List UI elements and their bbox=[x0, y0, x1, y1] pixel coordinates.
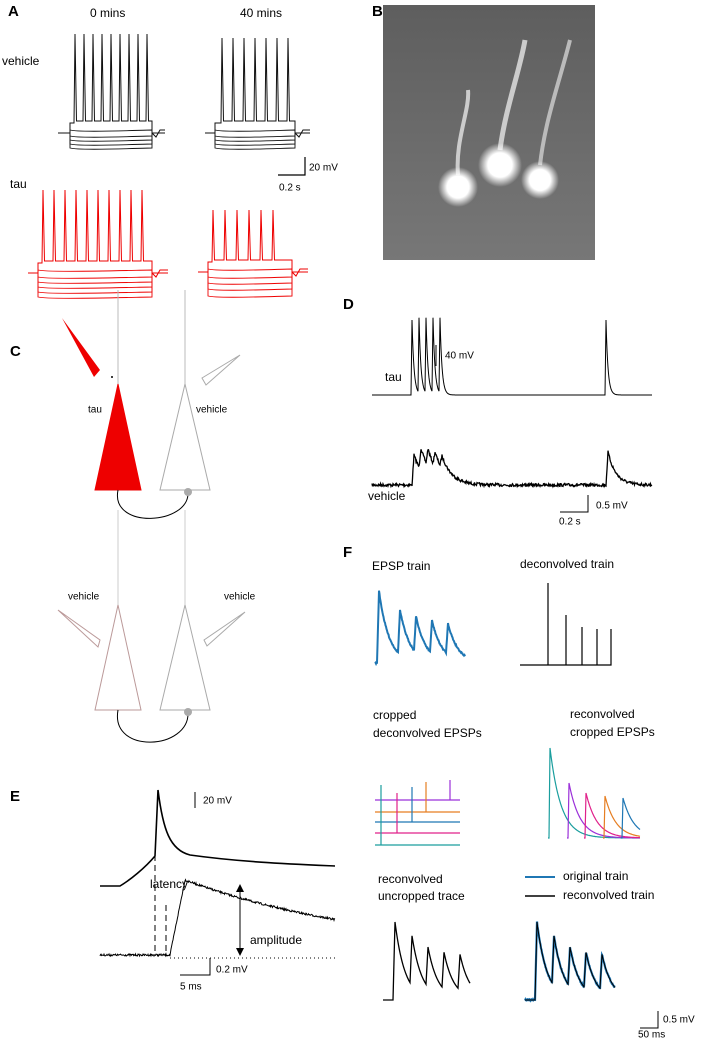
trace bbox=[58, 132, 165, 146]
trace bbox=[375, 793, 460, 834]
trace bbox=[205, 132, 310, 150]
scale-label: 40 mV bbox=[445, 351, 474, 362]
trace bbox=[375, 785, 460, 846]
time-label: 40 mins bbox=[240, 6, 282, 20]
cell-label: tau bbox=[88, 405, 102, 416]
scale-label: 0.2 s bbox=[279, 183, 301, 194]
traces bbox=[99, 789, 336, 958]
row-label: vehicle bbox=[2, 54, 40, 68]
legend-label: reconvolved train bbox=[563, 888, 654, 902]
subpanel-title: deconvolved EPSPs bbox=[373, 726, 482, 740]
trace bbox=[28, 189, 168, 278]
scale-label: 5 ms bbox=[180, 982, 202, 993]
scale-bar bbox=[560, 495, 589, 513]
subpanel-title: reconvolved bbox=[378, 872, 443, 886]
traces bbox=[28, 33, 310, 299]
trace bbox=[375, 780, 460, 801]
annotation: latency bbox=[150, 877, 188, 891]
traces bbox=[374, 583, 641, 1003]
trace bbox=[520, 583, 612, 666]
scale-label: 20 mV bbox=[203, 796, 232, 807]
trace bbox=[371, 448, 653, 489]
trace bbox=[205, 129, 310, 134]
trace bbox=[548, 747, 640, 839]
subpanel-title: reconvolved bbox=[570, 707, 635, 721]
scale-label: 0.5 mV bbox=[663, 1015, 695, 1026]
trace bbox=[58, 132, 165, 150]
panel-label: D bbox=[343, 296, 354, 313]
subpanel-title: cropped EPSPs bbox=[570, 725, 655, 739]
trace bbox=[58, 33, 165, 138]
subpanel-title: EPSP train bbox=[372, 559, 430, 573]
trace bbox=[525, 921, 616, 1001]
trace bbox=[28, 269, 168, 274]
trace bbox=[205, 132, 310, 138]
trace bbox=[28, 272, 168, 289]
row-label: tau bbox=[10, 177, 27, 191]
trace bbox=[58, 129, 165, 134]
scale-bar bbox=[278, 157, 306, 176]
subpanel-title: cropped bbox=[373, 708, 416, 722]
trace bbox=[28, 272, 168, 279]
trace bbox=[374, 590, 466, 667]
subpanel-title: uncropped trace bbox=[378, 889, 465, 903]
trace bbox=[567, 782, 640, 839]
row-label: tau bbox=[385, 370, 402, 384]
panel-label: B bbox=[372, 3, 383, 20]
trace bbox=[99, 878, 336, 958]
scale-label: 0.2 mV bbox=[216, 965, 248, 976]
trace bbox=[198, 271, 308, 291]
trace bbox=[198, 271, 308, 298]
trace bbox=[621, 797, 641, 839]
trace bbox=[198, 271, 308, 279]
cell-label: vehicle bbox=[224, 592, 256, 603]
trace bbox=[58, 132, 165, 138]
trace bbox=[375, 782, 460, 813]
cell-label: vehicle bbox=[196, 405, 228, 416]
scale-bar bbox=[640, 1011, 659, 1029]
scale-label: 50 ms bbox=[638, 1030, 665, 1040]
trace bbox=[198, 209, 308, 277]
annotation: amplitude bbox=[250, 933, 302, 947]
trace bbox=[205, 132, 310, 146]
trace bbox=[383, 921, 471, 1001]
panel-label: E bbox=[10, 788, 20, 805]
scale-label: 20 mV bbox=[309, 163, 338, 174]
amplitude-arrow bbox=[236, 884, 244, 956]
panel-label: C bbox=[10, 343, 21, 360]
trace bbox=[375, 787, 460, 823]
traces bbox=[371, 317, 653, 489]
trace bbox=[372, 317, 652, 396]
cell-label: vehicle bbox=[68, 592, 100, 603]
time-label: 0 mins bbox=[90, 6, 125, 20]
legend-label: original train bbox=[563, 869, 628, 883]
trace bbox=[584, 792, 640, 839]
trace bbox=[603, 795, 641, 839]
scale-label: 0.5 mV bbox=[596, 501, 628, 512]
trace bbox=[205, 37, 310, 138]
panel-label: F bbox=[343, 544, 352, 561]
row-label: vehicle bbox=[368, 489, 406, 503]
panel-label: A bbox=[8, 3, 19, 20]
micrograph bbox=[383, 5, 595, 260]
subpanel-title: deconvolved train bbox=[520, 557, 614, 571]
cell-schematic bbox=[57, 290, 246, 743]
scale-bar bbox=[180, 958, 211, 976]
trace bbox=[100, 789, 336, 887]
trace bbox=[28, 272, 168, 299]
scale-label: 0.2 s bbox=[559, 517, 581, 528]
